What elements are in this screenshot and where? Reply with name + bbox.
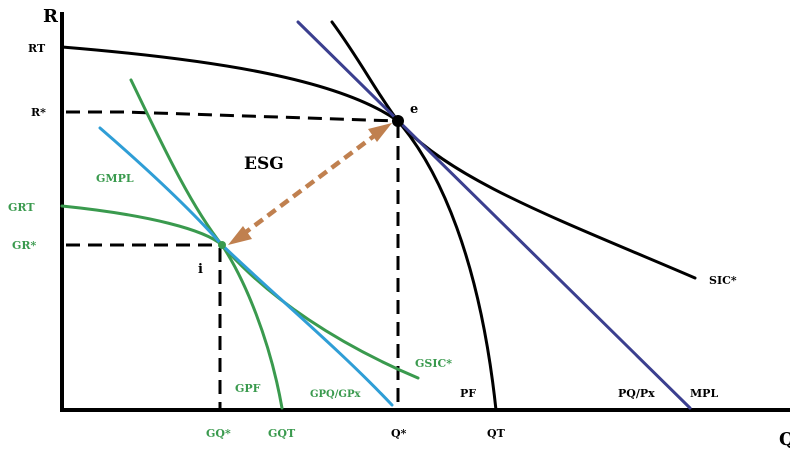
label-gsic-star: GSIC* — [415, 357, 452, 370]
label-rt: RT — [28, 42, 46, 55]
price-line-pq-px — [296, 20, 692, 410]
label-esg: ESG — [244, 154, 284, 174]
gsic-star-curve — [129, 78, 420, 380]
label-gq-star: GQ* — [206, 427, 231, 440]
esg-arrowhead-lower — [228, 226, 252, 245]
sic-star-curve — [330, 20, 697, 280]
axis-label-r: R — [43, 6, 59, 27]
esg-arrowhead-upper — [368, 123, 392, 142]
esg-double-arrow — [240, 131, 380, 237]
point-i — [218, 241, 226, 249]
label-sic-star: SIC* — [709, 274, 737, 287]
label-pf: PF — [460, 387, 476, 400]
label-e: e — [410, 102, 418, 117]
label-gpf: GPF — [235, 382, 261, 395]
label-gmpl: GMPL — [96, 172, 134, 185]
production-frontier-pf — [60, 45, 498, 412]
point-e — [392, 115, 404, 127]
label-qt: QT — [487, 427, 506, 440]
r-star-dashed-line — [66, 110, 399, 123]
label-r-star: R* — [31, 106, 46, 119]
label-gr-star: GR* — [12, 239, 37, 252]
label-mpl: MPL — [690, 387, 718, 400]
label-pq-px: PQ/Px — [618, 387, 655, 400]
axis-label-q: Q — [779, 429, 790, 450]
label-gp-ratio: GPQ/GPx — [310, 389, 361, 400]
label-i: i — [198, 262, 203, 277]
label-gqt: GQT — [268, 427, 296, 440]
label-grt: GRT — [8, 201, 35, 214]
label-q-star: Q* — [391, 427, 407, 440]
